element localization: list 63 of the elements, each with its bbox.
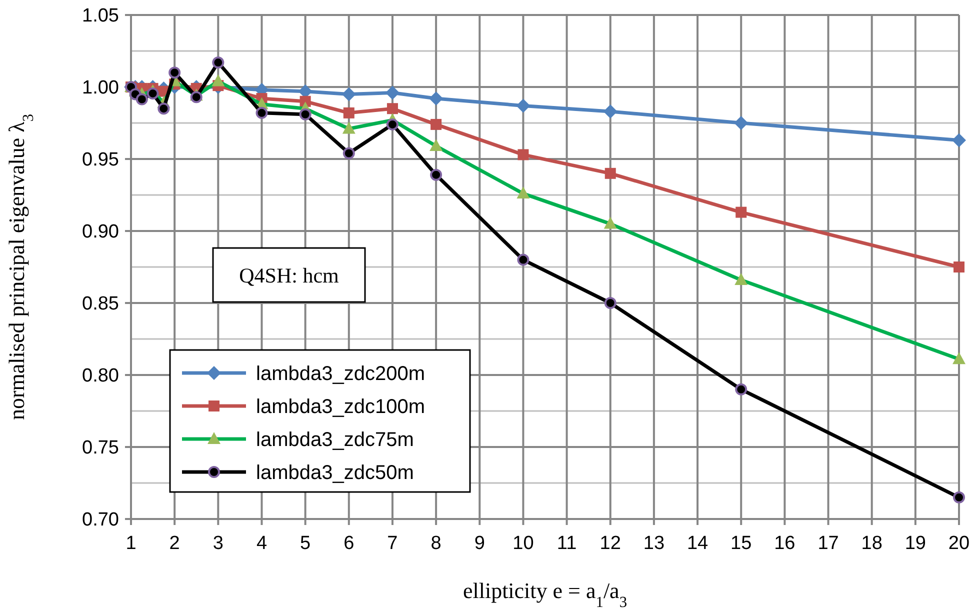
x-tick-label: 18 [861,533,882,554]
x-axis-title: ellipticity e = a$_{1}$/a$_{3}$ [462,578,628,609]
point [518,149,529,160]
point [734,116,748,130]
x-tick-label: 20 [948,533,970,554]
x-tick-label: 15 [730,533,752,554]
point [430,168,442,181]
x-tick-label: 2 [169,533,180,554]
point [430,118,442,130]
point [603,104,618,118]
point [736,206,747,218]
x-tick-label: 11 [556,533,577,554]
y-tick-label: 0.75 [82,438,119,459]
point [299,108,312,120]
point [953,491,965,504]
point [136,93,148,106]
x-tick-label: 8 [430,533,442,554]
legend-label: lambda3_zdc100m [256,396,425,418]
y-tick-label: 1.00 [82,78,119,99]
x-tick-label: 5 [300,533,311,554]
y-tick-label: 0.95 [82,150,119,171]
x-tick-label: 10 [512,533,534,554]
point [146,87,159,100]
point [429,92,444,106]
point [386,103,398,114]
legend-label: lambda3_zdc75m [256,429,414,451]
x-tick-label: 17 [818,533,839,554]
x-tick-label: 4 [256,533,268,554]
point [190,91,202,104]
x-tick-label: 19 [904,533,926,554]
point [516,98,530,113]
point [952,133,966,148]
x-tick-label: 9 [474,533,485,554]
point [168,66,181,79]
x-tick-label: 13 [643,533,665,554]
point [604,168,616,179]
point [158,102,170,115]
legend-label: lambda3_zdc50m [256,462,414,484]
y-tick-label: 0.70 [82,510,119,531]
point [386,118,398,130]
x-tick-label: 6 [344,533,354,554]
point [517,254,530,266]
point [342,147,355,160]
point [212,56,224,69]
annotation: Q4SH: hcm [239,263,339,288]
y-tick-label: 0.85 [82,294,119,315]
y-tick-label: 0.90 [82,222,119,243]
point [385,86,400,100]
point [343,107,354,118]
point [604,297,616,309]
y-tick-label: 1.05 [82,6,119,27]
point [342,87,356,102]
x-tick-label: 3 [212,533,224,554]
y-tick-label: 0.80 [82,366,119,387]
point [256,106,268,119]
x-tick-label: 7 [387,533,398,554]
x-tick-label: 12 [600,533,621,554]
x-tick-label: 1 [126,533,136,554]
x-tick-label: 16 [774,533,796,554]
point [954,262,964,272]
point [735,383,748,396]
x-tick-label: 14 [686,533,709,554]
legend-label: lambda3_zdc200m [256,363,425,385]
